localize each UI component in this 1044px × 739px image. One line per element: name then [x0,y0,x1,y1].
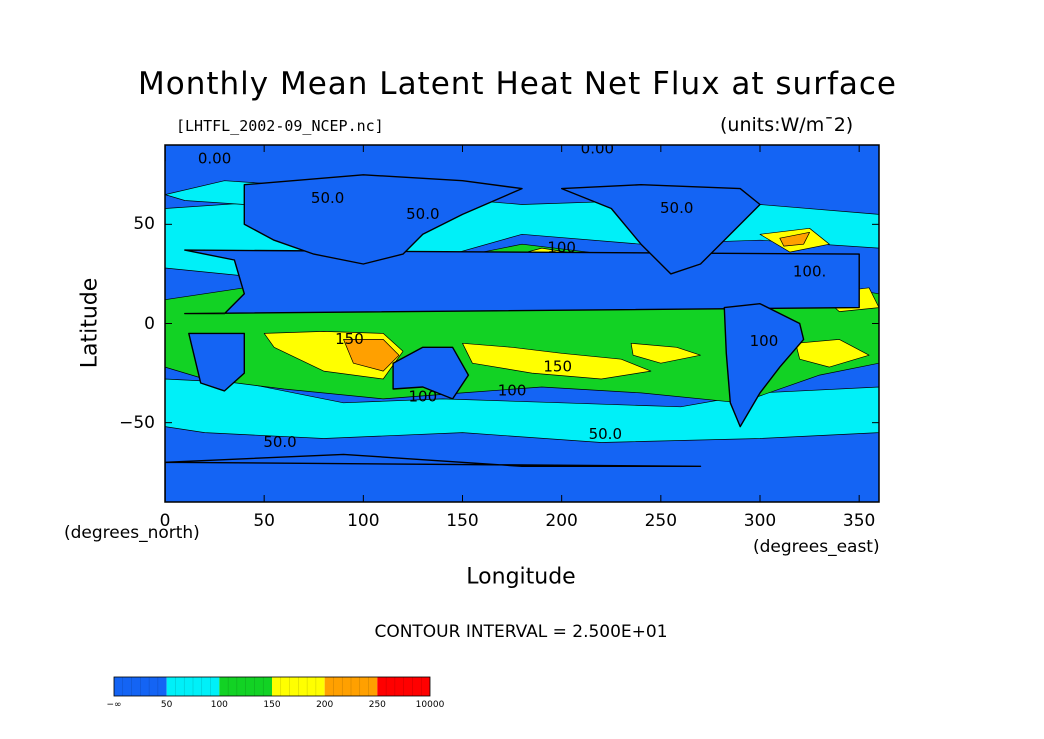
land-australia [392,346,470,400]
land-north-america [561,184,761,275]
colorbar-label: 50 [160,700,173,710]
contour-label: 100 [409,387,438,405]
x-tick-label: 250 [644,511,678,531]
colorbar-segment [114,677,167,696]
x-tick-label: 50 [253,511,275,531]
peak-flux-region [343,339,400,372]
high-flux-region [795,339,870,368]
low-flux-region [165,378,879,443]
x-tick-label: 300 [743,511,777,531]
land-antarctica [165,453,702,502]
contour-label: 100 [547,239,576,257]
contour-label: 150 [335,330,364,348]
contour-label: 0.00 [581,139,614,157]
contour-label: 100 [498,381,527,399]
high-flux-region [630,342,701,364]
colorbar-label: 150 [263,700,281,710]
x-axis-label: Longitude [466,564,576,590]
file-name-subtitle: [LHTFL_2002-09_NCEP.nc] [176,117,384,135]
colorbar [113,676,431,697]
y-unit-label: (degrees_north) [64,523,200,543]
land-asia [243,174,523,265]
x-tick-label: 200 [545,511,578,531]
land-south-america [723,303,805,428]
y-tick-label: 50 [133,214,155,235]
colorbar-label: 100 [210,700,228,710]
colorbar-label: 250 [368,700,386,710]
colorbar-segment [324,677,378,696]
x-tick-label: 0 [159,511,171,531]
x-tick-label: 100 [347,511,380,531]
x-tick-label: 350 [842,511,876,531]
colorbar-segment [219,677,272,696]
tick-marks [164,145,879,502]
flux-bands [165,145,879,502]
land-south-africa [188,332,245,392]
contour-label: 50.0 [406,205,439,223]
colorbar-label: −∞ [106,700,122,710]
high-flux-region [462,342,652,380]
colorbar-segment [377,677,430,696]
contour-label: 50.0 [263,433,296,451]
contour-label: 150 [543,358,572,376]
contour-labels: 0.00 0.00 50.0 50.0 50.0 100 100. 150 150 100 100 5… [198,139,826,451]
contour-label: 0.00 [198,149,231,167]
y-tick-label: −50 [119,412,155,433]
x-unit-label: (degrees_east) [753,537,880,557]
peak-flux-region [779,231,810,247]
colorbar-label: 10000 [415,700,445,710]
colorbar-segment [272,677,325,696]
contour-label: 100. [793,262,826,280]
y-tick-label: 0 [144,313,155,334]
contour-label: 50.0 [311,189,344,207]
contour-label: 50.0 [660,199,693,217]
colorbar-segment [166,677,220,696]
chart-title: Monthly Mean Latent Heat Net Flux at sur… [138,66,897,102]
contour-interval-label: CONTOUR INTERVAL = 2.500E+01 [374,622,668,642]
contour-label: 100 [750,332,779,350]
colorbar-frame [113,676,431,697]
units-label: (units:W/m¯2) [720,114,854,136]
colorbar-label: 200 [316,700,334,710]
x-tick-label: 150 [446,511,479,531]
contour-label: 50.0 [589,425,622,443]
